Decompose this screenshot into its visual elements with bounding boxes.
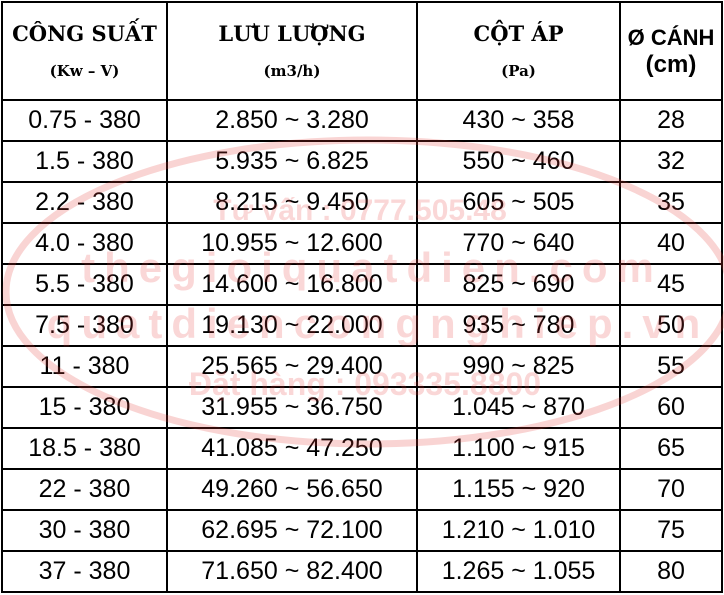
cell-diameter: 65: [619, 427, 723, 470]
cell-airflow: 31.955 ~ 36.750: [166, 386, 418, 429]
cell-power: 37 - 380: [1, 550, 168, 593]
cell-pressure: 605 ~ 505: [416, 181, 621, 224]
cell-diameter: 55: [619, 345, 723, 388]
header-pressure: CỘT ÁP (Pa): [416, 1, 621, 101]
header-airflow-title: LƯU LƯỢNG: [218, 21, 366, 46]
cell-diameter: 75: [619, 509, 723, 552]
header-airflow: LƯU LƯỢNG (m3/h): [166, 1, 418, 101]
cell-power: 22 - 380: [1, 468, 168, 511]
cell-diameter: 50: [619, 304, 723, 347]
cell-airflow: 19.130 ~ 22.000: [166, 304, 418, 347]
header-power: CÔNG SUẤT (Kw – V): [1, 1, 168, 101]
table-row: 1.5 - 380 5.935 ~ 6.825 550 ~ 460 32: [1, 140, 723, 183]
cell-pressure: 1.100 ~ 915: [416, 427, 621, 470]
cell-airflow: 62.695 ~ 72.100: [166, 509, 418, 552]
header-pressure-unit: (Pa): [501, 62, 536, 80]
cell-pressure: 770 ~ 640: [416, 222, 621, 265]
table-row: 37 - 380 71.650 ~ 82.400 1.265 ~ 1.055 8…: [1, 550, 723, 593]
cell-power: 30 - 380: [1, 509, 168, 552]
cell-airflow: 71.650 ~ 82.400: [166, 550, 418, 593]
cell-diameter: 32: [619, 140, 723, 183]
cell-diameter: 80: [619, 550, 723, 593]
table-header-row: CÔNG SUẤT (Kw – V) LƯU LƯỢNG (m3/h) CỘT …: [1, 1, 723, 101]
header-power-title: CÔNG SUẤT: [12, 21, 157, 46]
cell-pressure: 550 ~ 460: [416, 140, 621, 183]
cell-power: 15 - 380: [1, 386, 168, 429]
table-row: 30 - 380 62.695 ~ 72.100 1.210 ~ 1.010 7…: [1, 509, 723, 552]
cell-power: 0.75 - 380: [1, 99, 168, 142]
cell-power: 18.5 - 380: [1, 427, 168, 470]
table-row: 5.5 - 380 14.600 ~ 16.800 825 ~ 690 45: [1, 263, 723, 306]
header-power-unit: (Kw – V): [49, 62, 120, 80]
cell-pressure: 1.045 ~ 870: [416, 386, 621, 429]
cell-power: 11 - 380: [1, 345, 168, 388]
cell-pressure: 1.155 ~ 920: [416, 468, 621, 511]
table-row: 2.2 - 380 8.215 ~ 9.450 605 ~ 505 35: [1, 181, 723, 224]
cell-diameter: 28: [619, 99, 723, 142]
table-row: 22 - 380 49.260 ~ 56.650 1.155 ~ 920 70: [1, 468, 723, 511]
cell-airflow: 2.850 ~ 3.280: [166, 99, 418, 142]
cell-airflow: 8.215 ~ 9.450: [166, 181, 418, 224]
cell-pressure: 825 ~ 690: [416, 263, 621, 306]
cell-power: 4.0 - 380: [1, 222, 168, 265]
cell-pressure: 935 ~ 780: [416, 304, 621, 347]
cell-airflow: 49.260 ~ 56.650: [166, 468, 418, 511]
cell-airflow: 10.955 ~ 12.600: [166, 222, 418, 265]
cell-pressure: 990 ~ 825: [416, 345, 621, 388]
cell-pressure: 1.265 ~ 1.055: [416, 550, 621, 593]
header-pressure-title: CỘT ÁP: [473, 21, 564, 46]
cell-airflow: 41.085 ~ 47.250: [166, 427, 418, 470]
cell-diameter: 40: [619, 222, 723, 265]
cell-diameter: 70: [619, 468, 723, 511]
table-row: 7.5 - 380 19.130 ~ 22.000 935 ~ 780 50: [1, 304, 723, 347]
cell-diameter: 35: [619, 181, 723, 224]
table-row: 0.75 - 380 2.850 ~ 3.280 430 ~ 358 28: [1, 99, 723, 142]
header-diameter-title: Ø CÁNH: [627, 24, 715, 50]
table-row: 18.5 - 380 41.085 ~ 47.250 1.100 ~ 915 6…: [1, 427, 723, 470]
cell-airflow: 14.600 ~ 16.800: [166, 263, 418, 306]
cell-airflow: 25.565 ~ 29.400: [166, 345, 418, 388]
cell-pressure: 1.210 ~ 1.010: [416, 509, 621, 552]
cell-power: 7.5 - 380: [1, 304, 168, 347]
header-airflow-unit: (m3/h): [263, 62, 321, 80]
table-row: 11 - 380 25.565 ~ 29.400 990 ~ 825 55: [1, 345, 723, 388]
table-row: 15 - 380 31.955 ~ 36.750 1.045 ~ 870 60: [1, 386, 723, 429]
cell-diameter: 45: [619, 263, 723, 306]
cell-power: 5.5 - 380: [1, 263, 168, 306]
cell-pressure: 430 ~ 358: [416, 99, 621, 142]
header-diameter-unit: (cm): [645, 50, 697, 78]
cell-diameter: 60: [619, 386, 723, 429]
cell-power: 1.5 - 380: [1, 140, 168, 183]
table-row: 4.0 - 380 10.955 ~ 12.600 770 ~ 640 40: [1, 222, 723, 265]
cell-power: 2.2 - 380: [1, 181, 168, 224]
header-diameter: Ø CÁNH (cm): [619, 1, 723, 101]
cell-airflow: 5.935 ~ 6.825: [166, 140, 418, 183]
